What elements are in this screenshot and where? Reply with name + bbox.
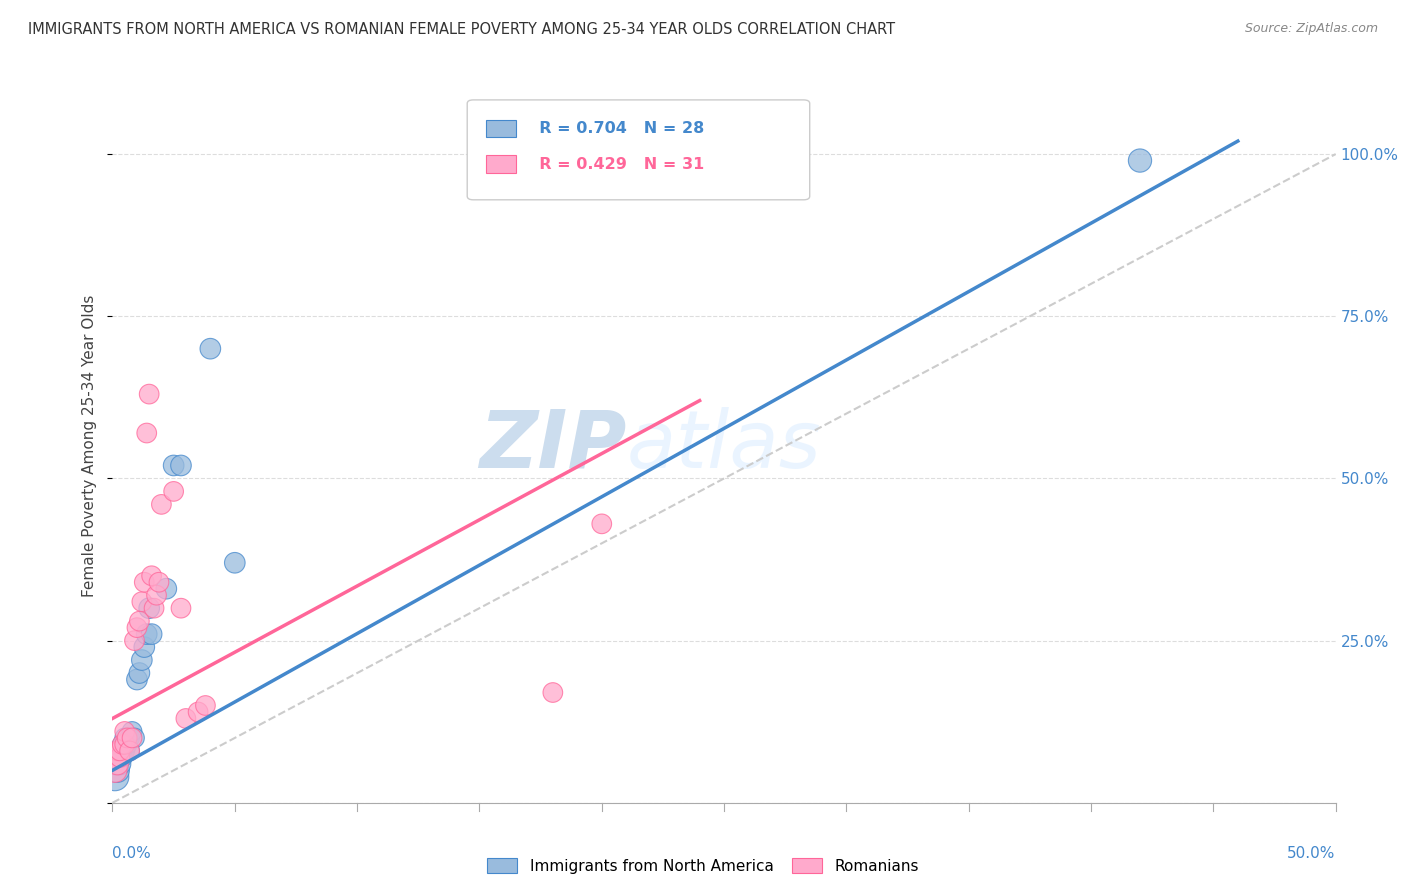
Legend: Immigrants from North America, Romanians: Immigrants from North America, Romanians [481,852,925,880]
Point [1129,153,1152,168]
Text: ZIP: ZIP [479,407,626,485]
Point [111,750,134,764]
Point [118,731,141,745]
Point [145,588,167,602]
Point [108,750,131,764]
Point [118,744,141,758]
Point [114,744,136,758]
Point [104,764,127,778]
Point [131,653,153,667]
Point [125,673,148,687]
Point [104,756,127,771]
Point [121,731,143,745]
Point [115,731,138,745]
Point [128,614,150,628]
Point [194,698,217,713]
Point [111,738,134,752]
Point [111,738,134,752]
Point [150,497,173,511]
Point [105,744,128,758]
Text: 50.0%: 50.0% [1288,846,1336,861]
Text: Source: ZipAtlas.com: Source: ZipAtlas.com [1244,22,1378,36]
Point [134,640,156,654]
Point [114,731,136,745]
Point [108,756,131,771]
Point [170,458,193,473]
Point [118,744,141,758]
Point [115,738,138,752]
Point [135,425,157,440]
Point [187,705,209,719]
Point [170,601,193,615]
Point [135,627,157,641]
Point [121,724,143,739]
Bar [485,155,516,173]
Point [105,756,128,771]
Point [124,633,146,648]
Y-axis label: Female Poverty Among 25-34 Year Olds: Female Poverty Among 25-34 Year Olds [82,295,97,597]
Point [163,458,186,473]
Point [138,601,160,615]
Point [114,724,136,739]
Text: R = 0.704   N = 28: R = 0.704 N = 28 [529,121,704,136]
Text: R = 0.429   N = 31: R = 0.429 N = 31 [529,157,704,171]
Point [128,666,150,681]
Point [108,750,131,764]
Point [105,744,128,758]
Point [148,575,170,590]
Point [200,342,222,356]
Point [134,575,156,590]
Point [104,770,127,784]
Point [591,516,613,531]
Point [141,627,163,641]
Point [141,568,163,582]
Point [114,738,136,752]
Point [155,582,177,596]
Point [105,764,128,778]
Text: atlas: atlas [626,407,821,485]
FancyBboxPatch shape [467,100,810,200]
Point [104,750,127,764]
Point [143,601,166,615]
Point [124,731,146,745]
Point [174,711,197,725]
Point [138,387,160,401]
Point [541,685,564,699]
Point [224,556,246,570]
Point [125,621,148,635]
Point [131,595,153,609]
Point [108,744,131,758]
Bar [485,120,516,137]
Point [163,484,186,499]
Text: IMMIGRANTS FROM NORTH AMERICA VS ROMANIAN FEMALE POVERTY AMONG 25-34 YEAR OLDS C: IMMIGRANTS FROM NORTH AMERICA VS ROMANIA… [28,22,896,37]
Text: 0.0%: 0.0% [112,846,152,861]
